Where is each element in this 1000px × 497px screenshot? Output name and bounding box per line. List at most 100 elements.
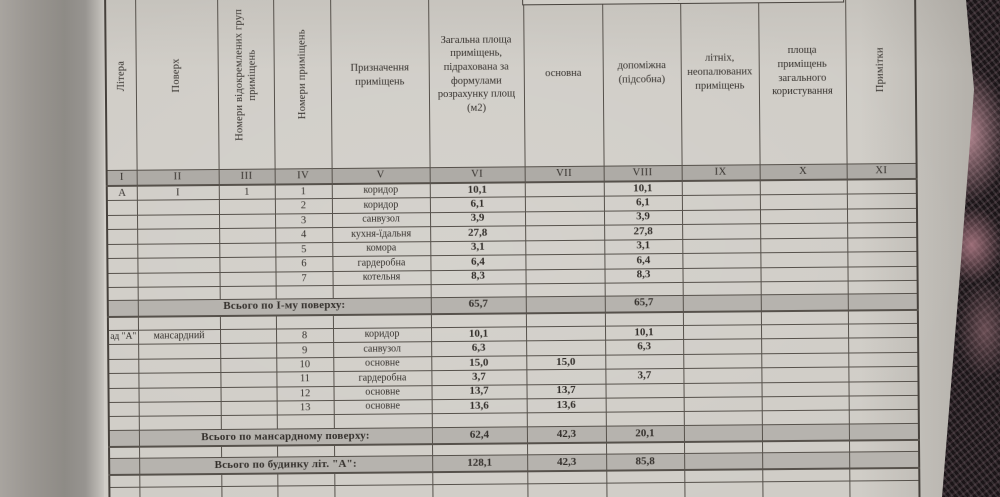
room-aux: 10,1 [604, 325, 684, 341]
col-header-main: основна [522, 0, 604, 167]
room-aux: 3,7 [605, 368, 684, 384]
total-main-value: 42,3 [526, 426, 607, 444]
room-aux: 6,4 [604, 253, 683, 269]
litera-cell: А [106, 185, 137, 201]
room-name: санвузол [331, 212, 431, 228]
room-num: 11 [276, 371, 334, 387]
room-name: кухня-їдальня [332, 226, 431, 243]
room-name: гардеробна [332, 255, 431, 272]
room-total: 8,3 [430, 269, 526, 285]
col-header-summer: літніх, неопалюваних приміщень [679, 0, 760, 165]
room-aux: 8,3 [604, 267, 683, 284]
room-aux: 6,3 [605, 339, 684, 355]
room-num: 9 [276, 342, 334, 358]
room-num: 4 [275, 227, 333, 243]
roman-vi: VI [429, 166, 525, 184]
room-total: 13,6 [431, 398, 527, 414]
area-table: Літера Поверх Номери відокремлених груп … [104, 0, 925, 497]
room-name: санвузол [333, 342, 432, 358]
room-aux: 3,9 [603, 209, 683, 226]
area-span-header-label: Площа (кв.м) [652, 0, 715, 1]
room-aux [605, 397, 684, 413]
room-num: 2 [274, 198, 332, 214]
roman-vii: VII [524, 165, 604, 183]
room-main [526, 369, 606, 385]
total-aux-value: 20,1 [605, 425, 684, 443]
room-num: 12 [276, 386, 334, 401]
col-header-group-numbers: Номери відокремлених груп приміщень [216, 0, 275, 170]
room-aux: 10,1 [603, 180, 682, 197]
group-cell: 1 [218, 184, 275, 200]
room-num: 1 [274, 184, 332, 200]
roman-v: V [331, 167, 430, 185]
roman-i: I [106, 169, 137, 186]
room-aux [605, 383, 684, 399]
room-name: гардеробна [333, 370, 432, 387]
roman-iv: IV [274, 168, 332, 185]
room-total: 10,1 [429, 182, 525, 198]
floor-area-table: Літера Поверх Номери відокремлених груп … [104, 0, 921, 497]
room-main [524, 196, 604, 212]
col-header-purpose: Призначення приміщень [329, 0, 430, 169]
room-aux: 27,8 [604, 224, 683, 240]
room-main [526, 340, 606, 356]
room-aux [605, 354, 684, 370]
room-main [525, 268, 605, 284]
col-header-litera-label: Літера [115, 60, 127, 92]
total-aux-value: 85,8 [606, 453, 685, 471]
roman-ii: II [136, 169, 219, 186]
room-total: 15,0 [431, 355, 527, 371]
header-row: Літера Поверх Номери відокремлених груп … [104, 0, 917, 170]
room-main [524, 210, 605, 226]
room-num: 13 [276, 400, 334, 416]
roman-iii: III [218, 168, 275, 186]
total-aux-value: 65,7 [604, 295, 683, 313]
room-aux: 3,1 [604, 238, 683, 255]
room-total: 3,7 [431, 370, 527, 386]
room-name: основне [333, 399, 432, 415]
litera-cell: ад "А" [108, 330, 139, 345]
col-header-room-numbers: Номери приміщень [272, 0, 332, 169]
col-header-floor-label: Поверх [171, 58, 183, 93]
room-main [524, 181, 604, 197]
room-name: котельня [332, 270, 431, 286]
room-total: 13,7 [431, 384, 527, 400]
room-total: 6,4 [430, 254, 526, 271]
total-main-value [525, 296, 605, 313]
room-main [525, 326, 606, 342]
room-num: 8 [275, 328, 334, 344]
floor-cell: мансардний [138, 329, 221, 345]
col-header-notes: Примітки [844, 0, 917, 164]
col-header-room-numbers-label: Номери приміщень [296, 29, 309, 120]
roman-xi: XI [846, 162, 917, 180]
col-header-litera: Літера [104, 0, 137, 170]
col-header-floor: Поверх [134, 0, 219, 170]
col-header-group-numbers-label: Номери відокремлених груп приміщень [233, 9, 259, 142]
room-main: 15,0 [526, 354, 606, 371]
room-name: коридор [332, 327, 432, 343]
room-num: 6 [275, 256, 333, 272]
room-aux: 6,1 [603, 195, 682, 211]
room-num: 7 [275, 271, 333, 287]
room-num: 10 [276, 357, 334, 373]
room-main [525, 239, 605, 255]
total-area-value: 128,1 [432, 455, 528, 472]
room-num: 3 [274, 213, 333, 229]
roman-x: X [759, 163, 847, 181]
roman-ix: IX [681, 164, 760, 181]
room-total: 10,1 [430, 326, 527, 343]
roman-viii: VIII [603, 164, 682, 182]
room-name: комора [332, 241, 431, 257]
room-name: основне [333, 356, 432, 372]
room-main [525, 225, 605, 241]
room-total: 3,9 [429, 211, 526, 227]
room-num: 5 [275, 242, 333, 258]
room-main: 13,6 [526, 398, 606, 414]
col-header-auxiliary: допоміжна (підсобна) [601, 0, 682, 166]
col-header-notes-label: Примітки [874, 46, 887, 92]
room-total: 6,3 [431, 341, 527, 357]
total-area-value: 62,4 [431, 427, 528, 444]
total-main-value: 42,3 [527, 454, 607, 472]
